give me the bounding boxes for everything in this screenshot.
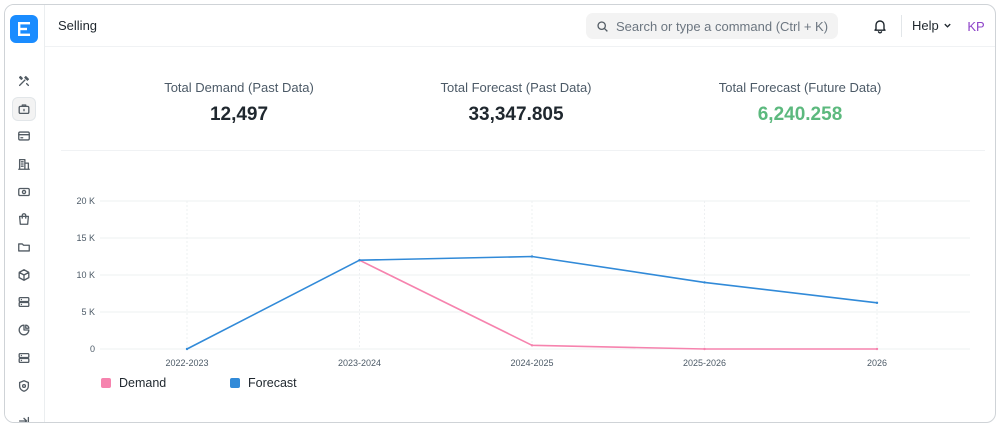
top-navbar: Selling Search or type a command (Ctrl +… <box>45 5 995 47</box>
y-tick-label: 20 K <box>76 196 95 206</box>
help-dropdown[interactable]: Help <box>912 18 952 33</box>
stat-value: 12,497 <box>209 104 269 125</box>
demand-forecast-line-chart: 0 5 K 10 K 15 K 20 K 2022-2023 2023-2024 2024-2… <box>76 196 970 368</box>
money-icon[interactable] <box>13 181 35 203</box>
search-placeholder: Search or type a command (Ctrl + K) <box>616 18 829 34</box>
y-tick-label: 10 K <box>76 270 95 280</box>
series-line-demand <box>359 259 877 350</box>
stat-label: Total Forecast (Past Data) <box>440 80 592 95</box>
sidebar <box>5 5 45 422</box>
x-tick-label: 2023-2024 <box>338 358 381 368</box>
app-window: Selling Search or type a command (Ctrl +… <box>4 4 996 423</box>
page-title: Selling <box>58 18 98 33</box>
data-point-forecast <box>185 347 189 351</box>
collapse-icon[interactable] <box>13 410 35 422</box>
legend-label: Demand <box>119 376 167 390</box>
stat-value: 33,347.805 <box>468 104 564 125</box>
database-icon[interactable] <box>13 347 35 369</box>
stat-total-forecast-future: Total Forecast (Future Data) 6,240.258 <box>680 80 920 126</box>
x-tick-label: 2024-2025 <box>510 358 553 368</box>
section-divider <box>61 150 985 151</box>
y-tick-label: 0 <box>90 344 95 354</box>
help-label: Help <box>912 18 939 33</box>
app-logo[interactable] <box>10 15 38 43</box>
notification-bell-icon[interactable] <box>872 18 888 34</box>
legend-label: Forecast <box>248 376 297 390</box>
legend-item-demand[interactable]: Demand <box>101 376 166 390</box>
stat-value: 6,240.258 <box>757 104 843 125</box>
navbar-divider <box>901 15 902 37</box>
search-icon <box>597 20 608 32</box>
data-point-demand <box>703 347 706 351</box>
chevron-down-icon <box>944 23 951 28</box>
building-icon[interactable] <box>13 153 35 175</box>
card-icon[interactable] <box>13 125 35 147</box>
x-tick-label: 2026 <box>867 358 887 368</box>
tools-icon[interactable] <box>13 70 35 92</box>
data-point-forecast <box>530 255 534 258</box>
stat-label: Total Demand (Past Data) <box>164 80 314 95</box>
folder-icon[interactable] <box>13 236 35 258</box>
y-tick-label: 15 K <box>76 233 95 243</box>
shopping-bag-icon[interactable] <box>13 208 35 230</box>
data-point-demand <box>875 347 879 351</box>
briefcase-icon[interactable] <box>13 98 35 120</box>
data-point-forecast <box>358 259 361 262</box>
stat-label: Total Forecast (Future Data) <box>718 80 882 95</box>
x-tick-label: 2022-2023 <box>165 358 208 368</box>
legend-swatch-demand <box>101 378 111 388</box>
stat-total-forecast-past: Total Forecast (Past Data) 33,347.805 <box>396 80 636 126</box>
stat-total-demand-past: Total Demand (Past Data) 12,497 <box>119 80 359 126</box>
data-point-forecast <box>703 281 706 284</box>
erpnext-logo-icon <box>18 22 30 36</box>
y-tick-label: 5 K <box>81 307 95 317</box>
search-bar[interactable]: Search or type a command (Ctrl + K) <box>586 13 838 39</box>
x-tick-label: 2025-2026 <box>683 358 726 368</box>
server-icon[interactable] <box>13 291 35 313</box>
user-avatar[interactable]: KP <box>967 18 985 34</box>
data-point-forecast <box>875 301 879 305</box>
shield-icon[interactable] <box>13 375 35 397</box>
legend-item-forecast[interactable]: Forecast <box>230 376 297 390</box>
box-icon[interactable] <box>13 264 35 286</box>
legend-swatch-forecast <box>230 378 240 388</box>
data-point-demand <box>530 344 534 347</box>
pie-chart-icon[interactable] <box>13 319 35 341</box>
